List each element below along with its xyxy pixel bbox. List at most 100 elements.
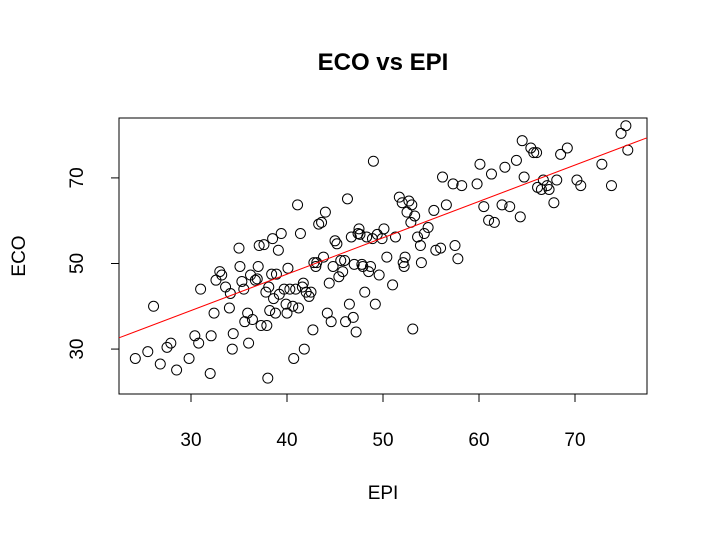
regression-line [118,137,648,339]
data-point [261,320,273,332]
x-tick-label: 50 [372,430,393,451]
data-point [452,253,464,265]
data-point [387,279,399,291]
data-point [399,251,411,263]
data-point [307,324,319,336]
data-point [409,210,421,222]
plot-frame [118,117,648,395]
data-point [532,181,544,193]
data-point [246,314,258,326]
data-point [345,231,357,243]
data-point [310,260,322,272]
data-point [365,260,377,272]
data-point [561,142,573,154]
data-point [284,283,296,295]
data-point [478,201,490,213]
data-point [223,302,235,314]
y-tick-label: 70 [67,167,88,188]
data-point [298,343,310,355]
data-point [193,337,205,349]
data-point [528,147,540,159]
data-point [381,251,393,263]
data-point [171,364,183,376]
data-point [255,320,267,332]
data-point [205,330,217,342]
data-point [353,223,365,235]
data-point [195,283,207,295]
data-point [337,266,349,278]
data-point [537,174,549,186]
y-tick-label: 50 [67,253,88,274]
data-point [233,242,245,254]
data-point [407,323,419,335]
data-point [418,228,430,240]
data-point [485,168,497,180]
data-point [397,257,409,269]
data-point [367,155,379,167]
data-point [220,281,232,293]
data-point [270,268,282,280]
data-point [361,231,373,243]
data-point [488,216,500,228]
data-point [389,231,401,243]
data-point [327,260,339,272]
data-point [226,343,238,355]
data-point [571,174,583,186]
data-point [496,199,508,211]
data-point [551,174,563,186]
data-point [251,273,263,285]
data-point [148,300,160,312]
data-point [414,240,426,252]
chart-title: ECO vs EPI [318,49,449,76]
data-point [415,257,427,269]
data-point [323,277,335,289]
x-tick-label: 60 [468,430,489,451]
data-point [129,352,141,364]
data-point [258,239,270,251]
data-point [154,358,166,370]
data-point [516,135,528,147]
data-point [406,199,418,211]
data-point [339,254,351,266]
data-point [253,240,265,252]
data-point [341,193,353,205]
data-point [348,258,360,270]
data-point [189,330,201,342]
data-point [161,341,173,353]
data-point [620,120,632,132]
x-axis-label: EPI [368,483,399,504]
data-point [514,211,526,223]
data-point [343,298,355,310]
data-point [275,228,287,240]
data-point [236,275,248,287]
data-point [499,161,511,173]
data-point [422,222,434,234]
y-tick-label: 30 [67,338,88,359]
point-series [129,120,634,384]
data-point [294,228,306,240]
data-point [260,286,272,298]
data-point [319,206,331,218]
data-point [142,346,154,358]
data-point [317,251,329,263]
data-point [605,180,617,192]
data-point [359,286,371,298]
data-point [262,372,274,384]
data-point [483,214,495,226]
data-point [316,216,328,228]
data-point [350,326,362,338]
data-point [242,307,254,319]
data-point [264,305,276,317]
data-point [268,293,280,305]
data-point [543,183,555,195]
data-point [325,316,337,328]
x-tick-label: 30 [180,430,201,451]
data-point [252,260,264,272]
data-point [575,180,587,192]
data-point [428,204,440,216]
data-point [183,352,195,364]
data-point [204,367,216,379]
data-point [263,281,275,293]
data-point [282,262,294,274]
